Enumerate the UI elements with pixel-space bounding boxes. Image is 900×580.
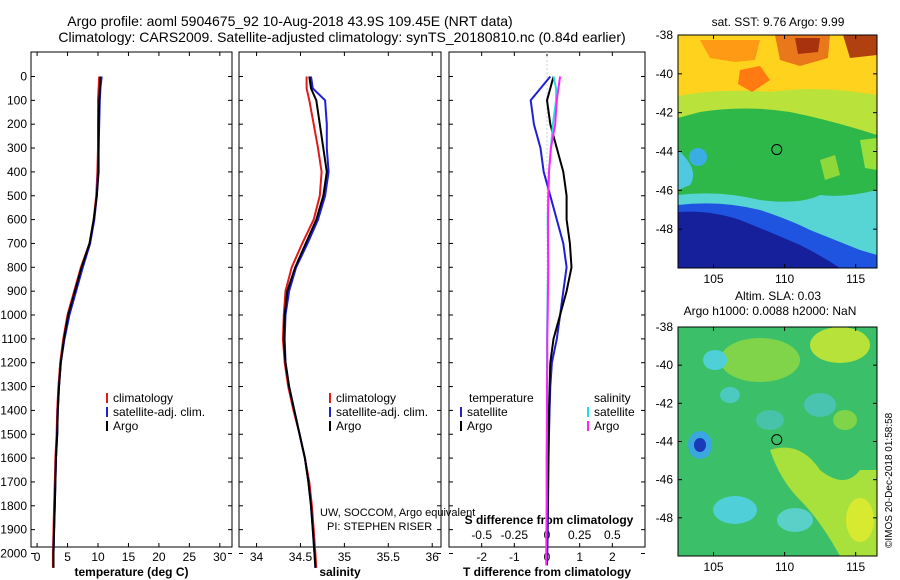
lat-tick-label: -46	[656, 473, 674, 487]
legend-label: climatology	[336, 391, 396, 405]
lon-tick-label: 105	[704, 272, 724, 286]
x-tick-label: 36	[426, 550, 440, 564]
series-line-argo	[52, 76, 102, 568]
depth-tick-label: 2000	[0, 547, 27, 561]
lon-tick-label: 115	[846, 560, 865, 574]
x-axis-label: temperature (deg C)	[74, 565, 188, 579]
legend-label: satellite	[467, 405, 508, 419]
x2-axis-label: S difference from climatology	[465, 513, 634, 527]
sla-map: Altim. SLA: 0.03 Argo h1000: 0.0088 h200…	[656, 289, 878, 574]
salinity-frame	[238, 51, 442, 548]
depth-tick-label: 800	[7, 260, 27, 274]
depth-tick-label: 1200	[0, 356, 27, 370]
x-tick-label: -1	[509, 550, 520, 564]
lat-tick-label: -42	[656, 396, 674, 410]
x-tick-label: 10	[91, 550, 105, 564]
difference-panel: -2 -1 0 1 2-0.5 -0.25 0 0.25 0.5S difference fro…	[448, 51, 646, 579]
series-line-salinity-argo	[545, 76, 562, 566]
depth-tick-label: 1900	[0, 523, 27, 537]
legend-title-temperature: temperature	[469, 391, 534, 405]
series-line-argo	[282, 76, 328, 568]
lat-tick-label: -40	[656, 358, 674, 372]
depth-tick-label: 1100	[1, 332, 27, 346]
depth-tick-label: 100	[7, 93, 27, 107]
x-tick-label: 35.5	[377, 550, 401, 564]
lon-tick-label: 110	[775, 560, 794, 574]
lat-tick-label: -48	[656, 511, 674, 525]
depth-tick-label: 1400	[0, 403, 27, 417]
header-line-1: Argo profile: aoml 5904675_92 10-Aug-201…	[67, 13, 512, 29]
x-tick-label: -2	[476, 550, 487, 564]
legend-label: satellite-adj. clim.	[113, 405, 205, 419]
lat-tick-label: -44	[656, 145, 674, 159]
x-tick-label: 25	[183, 550, 197, 564]
legend-label: climatology	[113, 391, 173, 405]
lon-tick-label: 110	[775, 272, 794, 286]
legend-title-salinity: salinity	[594, 391, 631, 405]
x-axis-label: T difference from climatology	[463, 565, 631, 579]
legend-label: satellite-adj. clim.	[336, 405, 428, 419]
x-tick-label: 2	[609, 550, 616, 564]
x2-tick-label: -0.25	[501, 528, 529, 542]
series-line-temperature-argo	[545, 76, 573, 566]
x-tick-label: 34	[250, 550, 264, 564]
depth-tick-label: 1300	[0, 380, 27, 394]
legend-label: Argo	[594, 419, 620, 433]
temperature-frame	[30, 51, 233, 548]
sst-map-title: sat. SST: 9.76 Argo: 9.99	[712, 15, 845, 29]
lat-tick-label: -42	[656, 106, 674, 120]
x-tick-label: 35	[338, 550, 352, 564]
x-axis-label: salinity	[319, 565, 361, 579]
x-tick-label: 20	[152, 550, 166, 564]
sst-map-field	[678, 35, 877, 268]
sst-argo-location-marker	[771, 144, 783, 156]
depth-tick-label: 1600	[0, 451, 27, 465]
legend-label: Argo	[113, 419, 139, 433]
sla-map-title: Altim. SLA: 0.03	[735, 289, 821, 303]
x-tick-label: 0	[34, 550, 41, 564]
lat-tick-label: -40	[656, 67, 674, 81]
sla-map-field	[678, 327, 877, 556]
temperature-panel: 0100200300400500600700800900100011001200…	[0, 51, 233, 579]
lat-tick-label: -44	[656, 435, 674, 449]
x-tick-label: 34.5	[289, 550, 313, 564]
x2-tick-label: 0.5	[604, 528, 621, 542]
depth-tick-label: 900	[7, 284, 27, 298]
lat-tick-label: -48	[656, 222, 674, 236]
x2-tick-label: 0.25	[568, 528, 592, 542]
depth-tick-label: 1800	[0, 499, 27, 513]
legend-label: Argo	[336, 419, 362, 433]
depth-tick-label: 700	[7, 236, 27, 250]
lat-tick-label: -38	[656, 320, 674, 334]
lon-tick-label: 105	[704, 560, 724, 574]
depth-tick-label: 1500	[0, 427, 27, 441]
sla-argo-location-marker	[771, 434, 783, 446]
sst-map: sat. SST: 9.76 Argo: 9.99 105 110 115 -48 -4…	[656, 15, 878, 286]
credit-line-2: PI: STEPHEN RISER	[327, 521, 432, 533]
depth-tick-label: 1700	[0, 475, 27, 489]
header-line-2: Climatology: CARS2009. Satellite-adjuste…	[58, 29, 625, 45]
x-tick-label: 5	[64, 550, 71, 564]
lat-tick-label: -38	[656, 28, 674, 42]
sla-map-subtitle: Argo h1000: 0.0088 h2000: NaN	[684, 304, 857, 318]
depth-tick-label: 400	[7, 165, 27, 179]
imos-watermark: ©IMOS 20-Dec-2018 01:58:58	[884, 412, 895, 548]
lon-tick-label: 115	[846, 272, 865, 286]
legend-label: Argo	[467, 419, 493, 433]
depth-tick-label: 1000	[0, 308, 27, 322]
legend-label: satellite	[594, 405, 635, 419]
credit-line-1: UW, SOCCOM, Argo equivalent	[320, 507, 475, 519]
depth-tick-label: 0	[20, 70, 27, 84]
x2-tick-label: -0.5	[471, 528, 492, 542]
depth-tick-label: 600	[7, 213, 27, 227]
x-tick-label: 30	[213, 550, 227, 564]
salinity-panel: 34 34.5 35 35.5 36 salinity climatologysatelli…	[238, 51, 442, 579]
depth-tick-label: 200	[7, 117, 27, 131]
x-tick-label: 1	[576, 550, 583, 564]
lat-tick-label: -46	[656, 183, 674, 197]
x-tick-label: 15	[122, 550, 136, 564]
depth-tick-label: 300	[7, 141, 27, 155]
depth-tick-label: 500	[7, 189, 27, 203]
